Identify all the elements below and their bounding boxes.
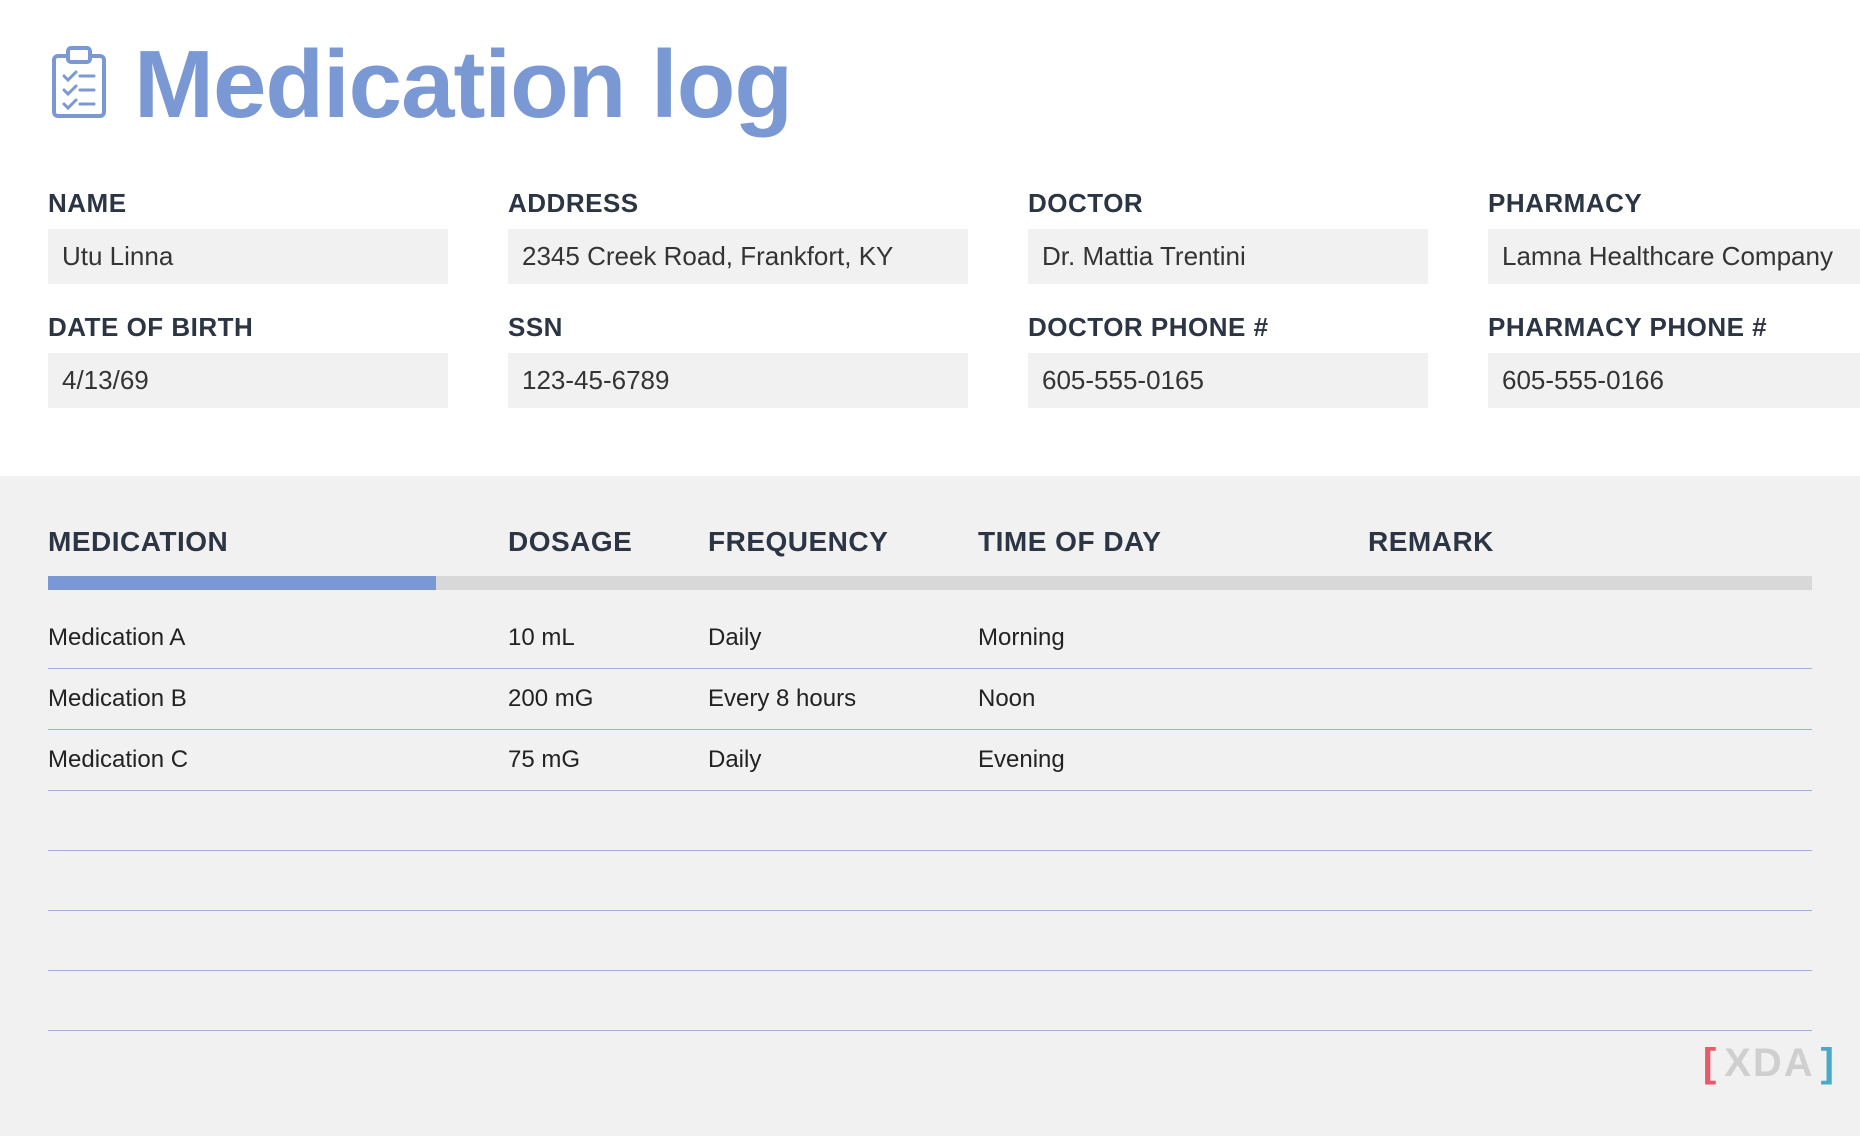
- info-pharmacy-phone-label: PHARMACY PHONE #: [1488, 312, 1860, 343]
- info-pharmacy-label: PHARMACY: [1488, 188, 1860, 219]
- info-address-label: ADDRESS: [508, 188, 968, 219]
- col-frequency: FREQUENCY: [708, 526, 978, 558]
- info-dob-label: DATE OF BIRTH: [48, 312, 448, 343]
- table-row-empty: [48, 791, 1812, 851]
- info-name-label: NAME: [48, 188, 448, 219]
- table-row: Medication B200 mGEvery 8 hoursNoon: [48, 669, 1812, 730]
- info-pharmacy-phone-value: 605-555-0166: [1488, 353, 1860, 408]
- cell-medication: Medication A: [48, 624, 508, 652]
- info-ssn-label: SSN: [508, 312, 968, 343]
- cell-frequency: Daily: [708, 624, 978, 652]
- col-time: TIME OF DAY: [978, 526, 1368, 558]
- col-remark: REMARK: [1368, 526, 1812, 558]
- info-dob-value: 4/13/69: [48, 353, 448, 408]
- table-row-empty: [48, 971, 1812, 1031]
- watermark-text: XDA: [1724, 1041, 1814, 1086]
- col-dosage: DOSAGE: [508, 526, 708, 558]
- info-ssn-value: 123-45-6789: [508, 353, 968, 408]
- cell-time: Noon: [978, 685, 1368, 713]
- info-pharmacy-phone: PHARMACY PHONE # 605-555-0166: [1488, 312, 1860, 408]
- info-address-value: 2345 Creek Road, Frankfort, KY: [508, 229, 968, 284]
- info-ssn: SSN 123-45-6789: [508, 312, 968, 408]
- table-row: Medication A10 mLDailyMorning: [48, 608, 1812, 669]
- medication-rows: Medication A10 mLDailyMorningMedication …: [48, 608, 1812, 791]
- info-pharmacy-value: Lamna Healthcare Company: [1488, 229, 1860, 284]
- col-medication: MEDICATION: [48, 526, 508, 558]
- medication-table-header: MEDICATION DOSAGE FREQUENCY TIME OF DAY …: [48, 526, 1812, 576]
- info-name: NAME Utu Linna: [48, 188, 448, 284]
- info-doctor: DOCTOR Dr. Mattia Trentini: [1028, 188, 1428, 284]
- info-address: ADDRESS 2345 Creek Road, Frankfort, KY: [508, 188, 968, 284]
- cell-remark: [1368, 746, 1812, 774]
- info-dob: DATE OF BIRTH 4/13/69: [48, 312, 448, 408]
- page-title: Medication log: [134, 30, 792, 140]
- title-row: Medication log: [48, 30, 1812, 140]
- cell-frequency: Every 8 hours: [708, 685, 978, 713]
- table-row: Medication C75 mGDailyEvening: [48, 730, 1812, 791]
- info-doctor-phone-label: DOCTOR PHONE #: [1028, 312, 1428, 343]
- xda-watermark: [ XDA ]: [1703, 1041, 1836, 1086]
- info-pharmacy: PHARMACY Lamna Healthcare Company: [1488, 188, 1860, 284]
- top-section: Medication log NAME Utu Linna ADDRESS 23…: [0, 0, 1860, 476]
- cell-dosage: 200 mG: [508, 685, 708, 713]
- empty-rows: [48, 791, 1812, 1031]
- watermark-bracket-right: ]: [1821, 1041, 1836, 1086]
- header-progress-fill: [48, 576, 436, 590]
- info-doctor-phone: DOCTOR PHONE # 605-555-0165: [1028, 312, 1428, 408]
- table-row-empty: [48, 911, 1812, 971]
- info-grid: NAME Utu Linna ADDRESS 2345 Creek Road, …: [48, 188, 1812, 436]
- info-doctor-label: DOCTOR: [1028, 188, 1428, 219]
- header-progress-bar: [48, 576, 1812, 590]
- cell-time: Evening: [978, 746, 1368, 774]
- medication-section: MEDICATION DOSAGE FREQUENCY TIME OF DAY …: [0, 476, 1860, 1136]
- info-doctor-phone-value: 605-555-0165: [1028, 353, 1428, 408]
- cell-medication: Medication C: [48, 746, 508, 774]
- cell-medication: Medication B: [48, 685, 508, 713]
- watermark-bracket-left: [: [1703, 1041, 1718, 1086]
- info-name-value: Utu Linna: [48, 229, 448, 284]
- cell-dosage: 10 mL: [508, 624, 708, 652]
- cell-dosage: 75 mG: [508, 746, 708, 774]
- cell-frequency: Daily: [708, 746, 978, 774]
- cell-remark: [1368, 624, 1812, 652]
- cell-remark: [1368, 685, 1812, 713]
- info-doctor-value: Dr. Mattia Trentini: [1028, 229, 1428, 284]
- cell-time: Morning: [978, 624, 1368, 652]
- table-row-empty: [48, 851, 1812, 911]
- clipboard-icon: [48, 46, 110, 125]
